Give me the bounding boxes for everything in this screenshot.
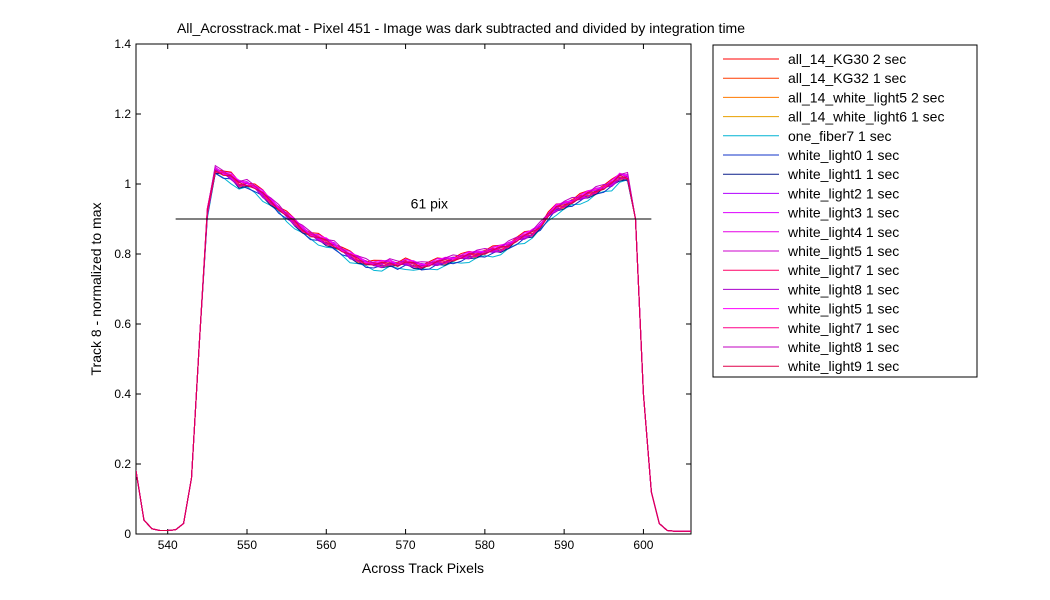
legend-entry: white_light8 1 sec bbox=[787, 339, 899, 355]
legend-entry: white_light2 1 sec bbox=[787, 185, 899, 201]
legend-entry: white_light5 1 sec bbox=[787, 301, 899, 317]
y-tick-label: 0.2 bbox=[114, 457, 131, 471]
y-tick-label: 1 bbox=[124, 177, 131, 191]
annotation-label: 61 pix bbox=[411, 196, 448, 212]
y-tick-label: 0.4 bbox=[114, 387, 131, 401]
series-lines bbox=[136, 164, 691, 532]
legend-box bbox=[712, 44, 978, 378]
legend-entry: one_fiber7 1 sec bbox=[788, 128, 892, 144]
y-tick-label: 0 bbox=[124, 527, 131, 541]
x-axis: 540 550 560 570 580 590 600 bbox=[158, 44, 654, 552]
x-tick-label: 570 bbox=[396, 538, 416, 552]
legend-entry: all_14_KG30 2 sec bbox=[788, 51, 906, 67]
legend-entry: white_light8 1 sec bbox=[787, 281, 899, 297]
legend-entry: white_light9 1 sec bbox=[787, 358, 899, 374]
x-tick-label: 540 bbox=[158, 538, 178, 552]
x-tick-label: 600 bbox=[633, 538, 653, 552]
y-axis: 0 0.2 0.4 0.6 0.8 1 1.2 1.4 bbox=[114, 37, 691, 541]
series-line bbox=[136, 169, 691, 532]
x-tick-label: 590 bbox=[554, 538, 574, 552]
x-tick-label: 580 bbox=[475, 538, 495, 552]
y-tick-label: 1.4 bbox=[114, 37, 131, 51]
legend-entry: white_light4 1 sec bbox=[787, 224, 899, 240]
x-axis-label: Across Track Pixels bbox=[362, 560, 484, 576]
plot-area bbox=[135, 43, 692, 535]
legend: all_14_KG30 2 sec all_14_KG32 1 sec all_14… bbox=[712, 44, 978, 378]
legend-entry: white_light7 1 sec bbox=[787, 320, 899, 336]
annotation: 61 pix bbox=[175, 196, 652, 220]
y-tick-label: 1.2 bbox=[114, 107, 131, 121]
x-tick-label: 560 bbox=[316, 538, 336, 552]
legend-entry: all_14_white_light6 1 sec bbox=[788, 109, 944, 125]
y-tick-label: 0.8 bbox=[114, 247, 131, 261]
legend-entry: all_14_KG32 1 sec bbox=[788, 70, 906, 86]
legend-entry: white_light0 1 sec bbox=[787, 147, 899, 163]
legend-entry: white_light3 1 sec bbox=[787, 205, 899, 221]
legend-entry: white_light5 1 sec bbox=[787, 243, 899, 259]
legend-entry: all_14_white_light5 2 sec bbox=[788, 89, 944, 105]
chart-title: All_Acrosstrack.mat - Pixel 451 - Image … bbox=[177, 20, 745, 36]
series-line bbox=[136, 172, 691, 532]
legend-entry: white_light7 1 sec bbox=[787, 262, 899, 278]
series-line bbox=[136, 170, 691, 532]
x-tick-label: 550 bbox=[237, 538, 257, 552]
y-tick-label: 0.6 bbox=[114, 317, 131, 331]
y-axis-label: Track 8 - normalized to max bbox=[88, 203, 104, 376]
legend-entry: white_light1 1 sec bbox=[787, 166, 899, 182]
